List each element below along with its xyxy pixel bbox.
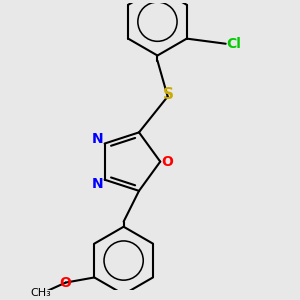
Text: Cl: Cl <box>226 37 241 51</box>
Text: S: S <box>163 87 174 102</box>
Text: O: O <box>161 154 173 169</box>
Text: N: N <box>92 133 103 146</box>
Text: O: O <box>60 276 72 289</box>
Text: CH₃: CH₃ <box>31 288 51 298</box>
Text: N: N <box>92 177 103 191</box>
